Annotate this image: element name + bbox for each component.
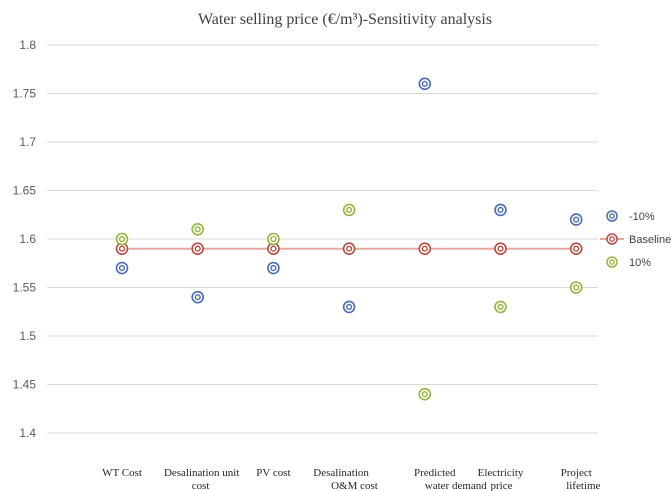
data-point-10pct: [267, 232, 280, 246]
x-category-label: WT Cost: [102, 467, 142, 479]
data-point-10pct: [191, 223, 204, 236]
legend-entry: 10%: [606, 256, 651, 269]
y-tick-label: 1.75: [13, 87, 37, 101]
y-tick-label: 1.65: [13, 184, 37, 198]
x-axis-categories: WT Cost Desalination unit cost PV cost Desal…: [102, 467, 600, 491]
y-tick-label: 1.4: [19, 426, 36, 440]
data-point-minus10pct: [342, 300, 356, 314]
chart-title: Water selling price (€/m³)-Sensitivity a…: [198, 11, 492, 28]
x-category-label: Project lifetime: [561, 467, 601, 491]
x-category-label: Desalination O&M cost: [313, 467, 378, 491]
data-points: [115, 77, 583, 401]
data-point-Baseline: [494, 242, 507, 255]
gridlines: [47, 44, 598, 434]
legend: -10% Baseline 10%: [600, 210, 671, 269]
data-point-10pct: [418, 387, 432, 401]
data-point-Baseline: [418, 242, 432, 255]
legend-label: Baseline: [629, 234, 671, 246]
data-point-10pct: [494, 300, 507, 314]
data-point-minus10pct: [115, 261, 129, 275]
data-point-minus10pct: [418, 77, 432, 91]
data-point-10pct: [342, 203, 356, 217]
y-tick-label: 1.6: [19, 232, 36, 246]
y-tick-label: 1.7: [19, 135, 36, 149]
data-point-Baseline: [191, 242, 204, 255]
x-category-label: Electricity price: [478, 467, 524, 491]
x-category-label: Predicted water demand: [414, 467, 487, 491]
y-tick-label: 1.8: [19, 38, 36, 52]
data-point-10pct: [569, 281, 583, 294]
y-tick-label: 1.45: [13, 378, 37, 392]
legend-label: 10%: [629, 257, 651, 269]
data-point-minus10pct: [267, 261, 280, 275]
data-point-minus10pct: [191, 290, 204, 304]
y-axis-ticks: 1.4 1.45 1.5 1.55 1.6 1.65 1.7 1.75 1.8: [13, 38, 37, 440]
x-category-label: Desalination unit cost: [164, 467, 239, 491]
data-point-Baseline: [342, 242, 356, 255]
y-tick-label: 1.5: [19, 329, 36, 343]
legend-entry: -10%: [606, 210, 655, 223]
legend-entry: Baseline: [600, 233, 671, 246]
data-point-minus10pct: [569, 213, 583, 226]
data-point-10pct: [115, 232, 129, 246]
data-point-minus10pct: [494, 203, 507, 217]
x-category-label: PV cost: [256, 467, 290, 479]
legend-label: -10%: [629, 211, 655, 223]
data-point-Baseline: [569, 242, 583, 255]
y-tick-label: 1.55: [13, 281, 37, 295]
